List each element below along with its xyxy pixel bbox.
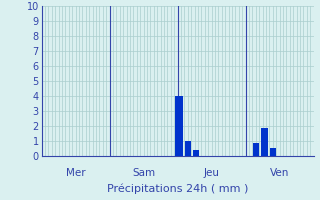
Bar — [193, 150, 199, 156]
Bar — [270, 148, 276, 156]
Text: Jeu: Jeu — [204, 168, 220, 178]
Text: Précipitations 24h ( mm ): Précipitations 24h ( mm ) — [107, 183, 248, 194]
Text: Sam: Sam — [132, 168, 155, 178]
Text: Mer: Mer — [66, 168, 85, 178]
Bar — [253, 142, 260, 156]
Bar — [261, 128, 268, 156]
Text: Ven: Ven — [270, 168, 289, 178]
Bar — [175, 96, 183, 156]
Bar — [186, 141, 191, 156]
